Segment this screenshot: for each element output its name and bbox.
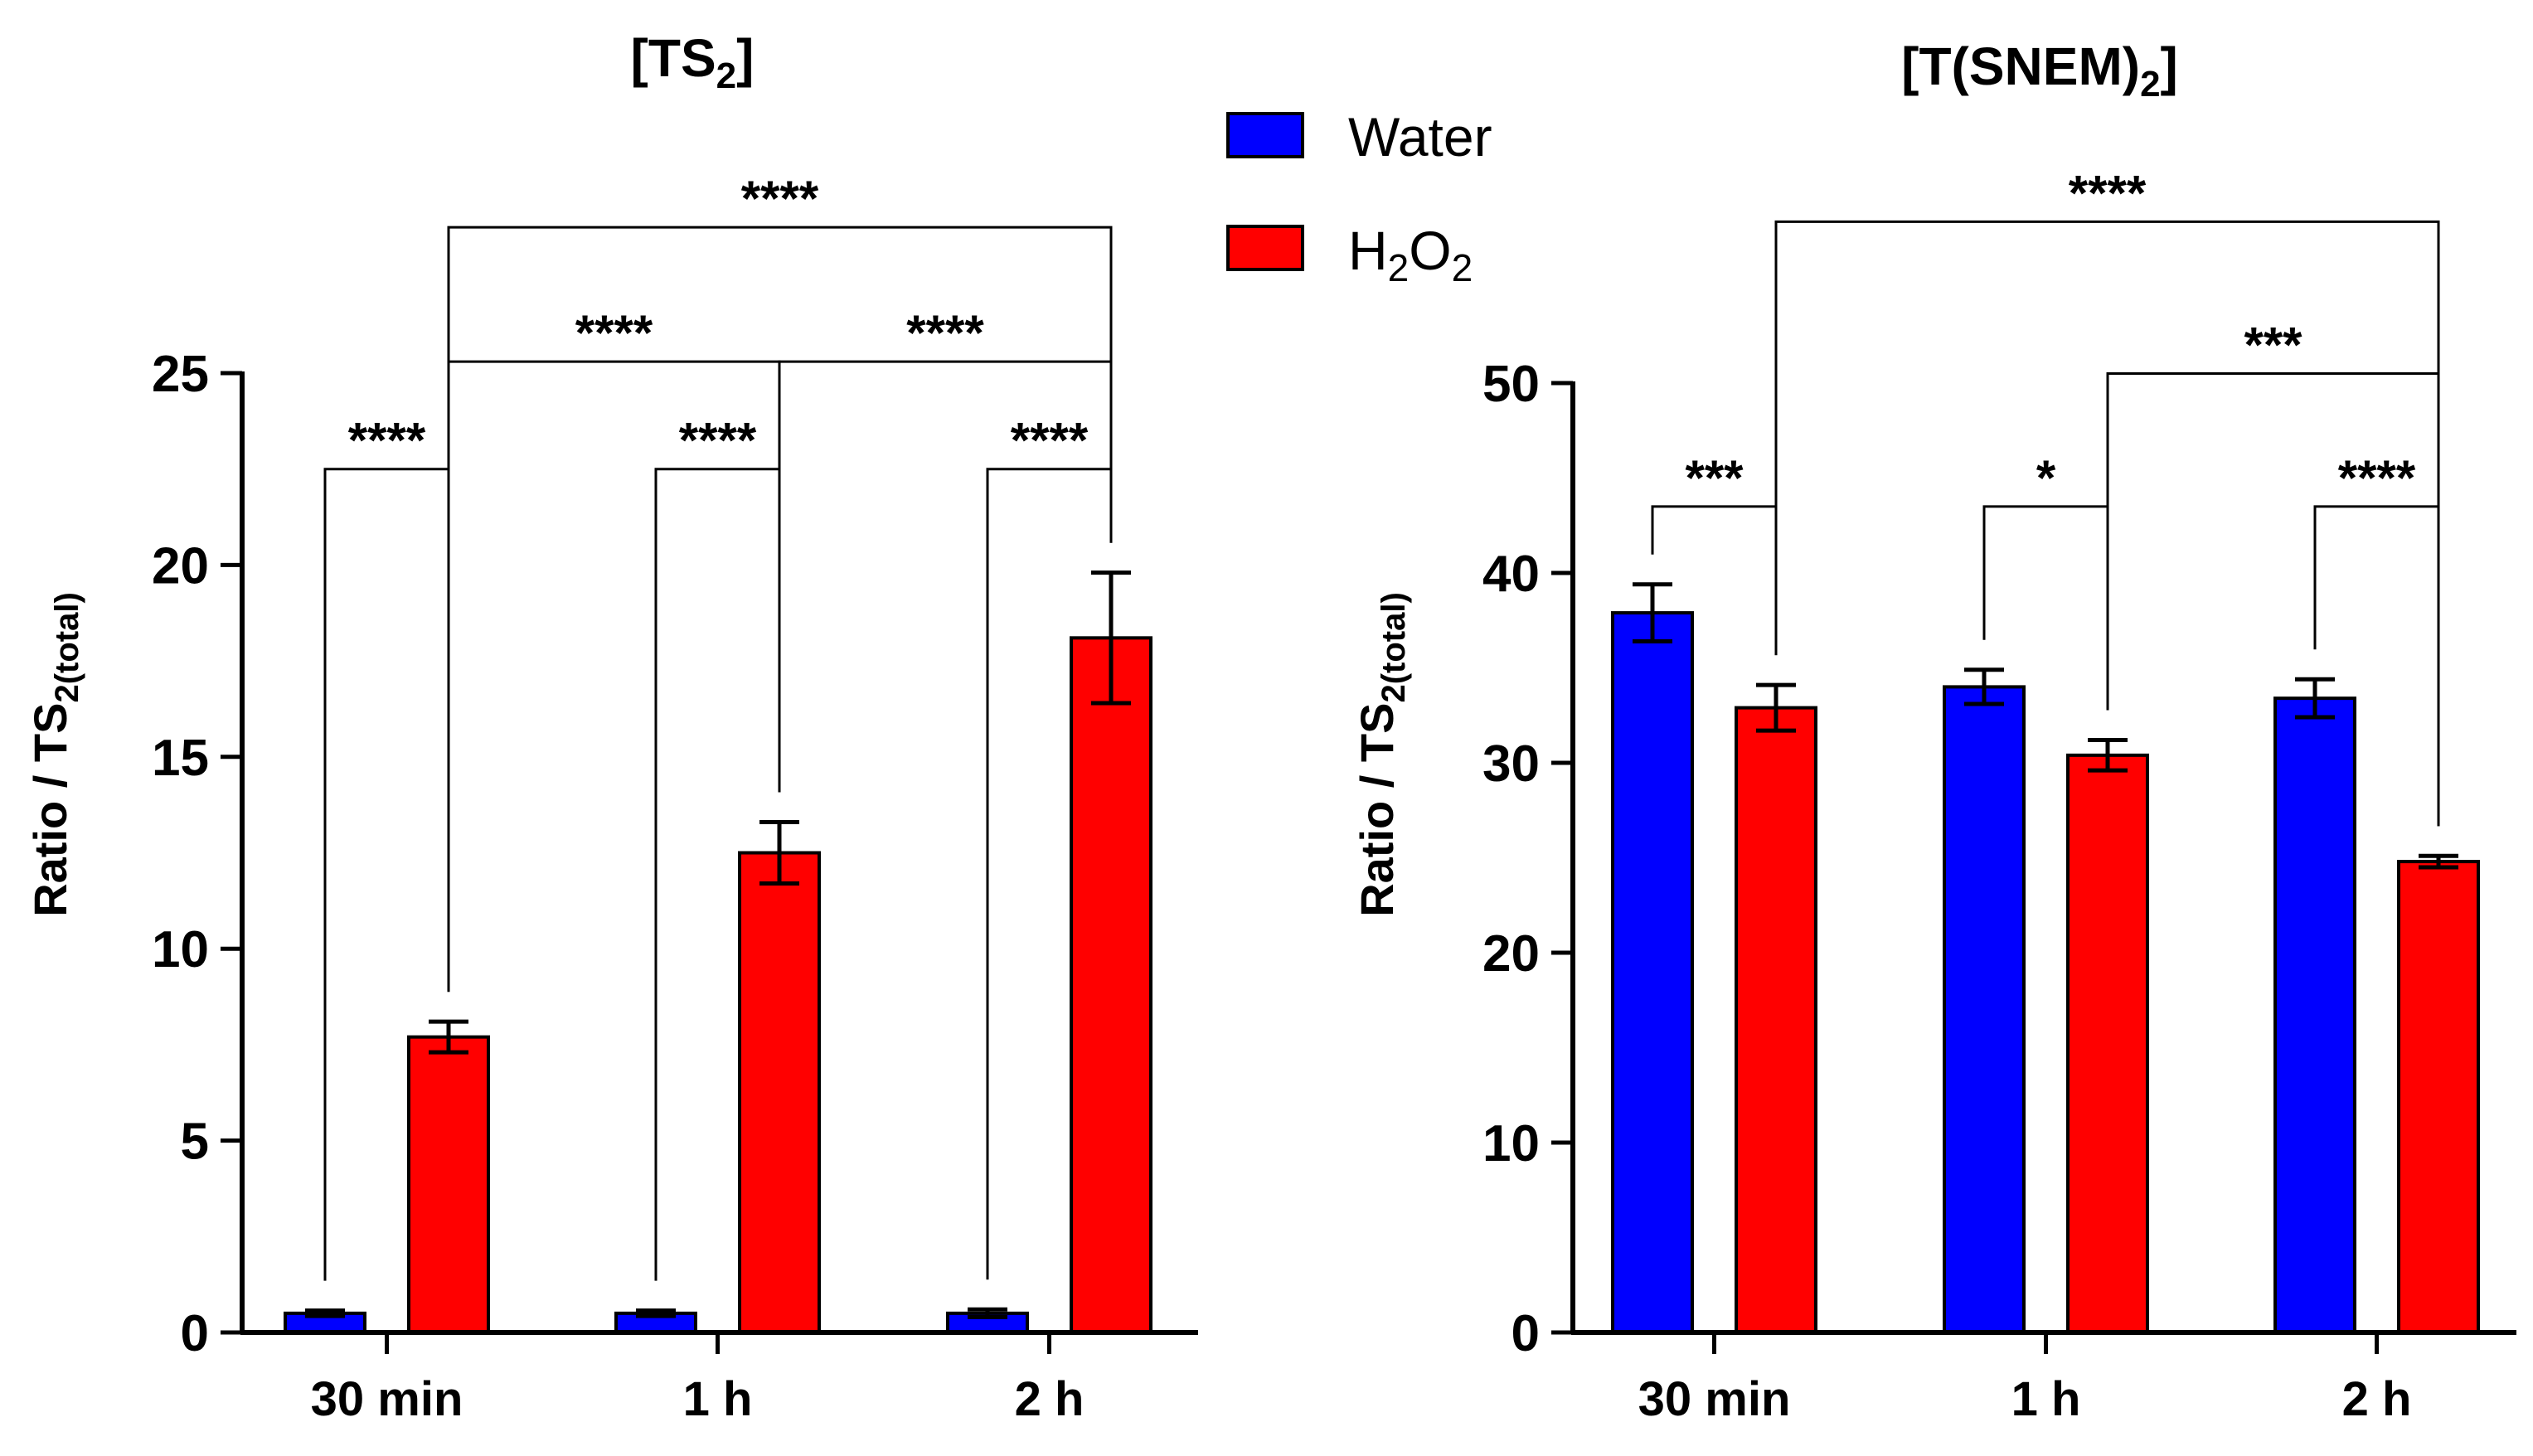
x-tick-label: 30 min <box>311 1372 463 1426</box>
panel-ts2: [TS2] Ratio / TS2(total) 0 5 10 15 20 25 ****… <box>24 28 1198 1426</box>
error-bars <box>1633 582 2458 870</box>
significance-label: **** <box>1011 413 1089 468</box>
x-tick-label: 1 h <box>683 1372 753 1426</box>
bars <box>284 636 1152 1335</box>
bar-water-1 <box>1943 685 2026 1334</box>
y-ticks: 0 10 20 30 40 50 <box>1482 356 1573 1362</box>
chart-title: [TS2] <box>631 28 755 96</box>
bar-h2o2-1 <box>2066 753 2149 1334</box>
x-tick-label: 2 h <box>2342 1372 2412 1426</box>
bars <box>1611 611 2480 1334</box>
y-tick-label: 50 <box>1482 356 1540 413</box>
chart-title: [T(SNEM)2] <box>1901 36 2178 104</box>
legend-label-h2o2: H2O2 <box>1348 220 1473 289</box>
bar-h2o2-0 <box>1735 706 1817 1334</box>
y-ticks: 0 5 10 15 20 25 <box>152 346 242 1362</box>
y-tick-label: 40 <box>1482 546 1540 603</box>
bar-water-0 <box>1611 611 1694 1334</box>
x-categories: 30 min 1 h 2 h <box>1638 1332 2412 1426</box>
y-axis-label: Ratio / TS2(total) <box>24 592 85 917</box>
significance-bracket <box>1774 220 2440 827</box>
x-categories: 30 min 1 h 2 h <box>311 1332 1085 1426</box>
panel-tsnem2: [T(SNEM)2] Ratio / TS2(total) 0 10 20 30 40 5… <box>1351 36 2516 1426</box>
significance-label: *** <box>2244 318 2303 373</box>
y-tick-label: 0 <box>181 1305 209 1362</box>
error-bars <box>305 570 1131 1319</box>
x-tick-label: 30 min <box>1638 1372 1791 1426</box>
x-tick-label: 1 h <box>2011 1372 2081 1426</box>
significance-bracket <box>1982 505 2109 711</box>
y-tick-label: 10 <box>152 921 209 978</box>
y-tick-label: 30 <box>1482 735 1540 793</box>
bar-h2o2-2 <box>2397 860 2480 1334</box>
significance-label: **** <box>348 413 426 468</box>
y-axis-label: Ratio / TS2(total) <box>1351 592 1412 917</box>
significance-brackets: **** **** **** **** **** **** <box>323 171 1113 1281</box>
legend-swatch-h2o2 <box>1226 225 1304 271</box>
y-tick-label: 0 <box>1512 1305 1540 1362</box>
significance-label: **** <box>906 305 984 361</box>
bar-h2o2-2 <box>1070 636 1152 1334</box>
bar-h2o2-0 <box>407 1035 490 1335</box>
significance-label: **** <box>2338 450 2416 506</box>
significance-bracket <box>447 226 1113 993</box>
legend-swatch-water <box>1226 112 1304 158</box>
legend: Water H2O2 <box>1226 106 1492 289</box>
significance-label: **** <box>2069 165 2147 221</box>
significance-brackets: *** * *********** <box>1651 165 2440 827</box>
y-tick-label: 10 <box>1482 1115 1540 1172</box>
significance-bracket <box>2106 372 2440 827</box>
y-tick-label: 25 <box>152 346 209 403</box>
significance-label: *** <box>1685 450 1744 506</box>
bar-h2o2-1 <box>738 851 821 1334</box>
x-tick-label: 2 h <box>1015 1372 1085 1426</box>
y-tick-label: 15 <box>152 730 209 787</box>
y-tick-label: 20 <box>152 537 209 595</box>
significance-label: **** <box>679 413 757 468</box>
y-tick-label: 5 <box>181 1114 209 1171</box>
axes <box>1570 381 2516 1335</box>
y-tick-label: 20 <box>1482 925 1540 983</box>
bar-water-2 <box>2273 696 2356 1334</box>
significance-label: **** <box>741 171 819 226</box>
significance-label: **** <box>575 305 653 361</box>
significance-label: * <box>2036 450 2056 506</box>
legend-label-water: Water <box>1348 106 1492 167</box>
axes <box>240 371 1198 1335</box>
